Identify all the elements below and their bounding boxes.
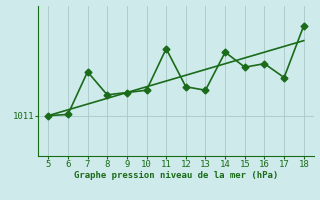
X-axis label: Graphe pression niveau de la mer (hPa): Graphe pression niveau de la mer (hPa)	[74, 171, 278, 180]
